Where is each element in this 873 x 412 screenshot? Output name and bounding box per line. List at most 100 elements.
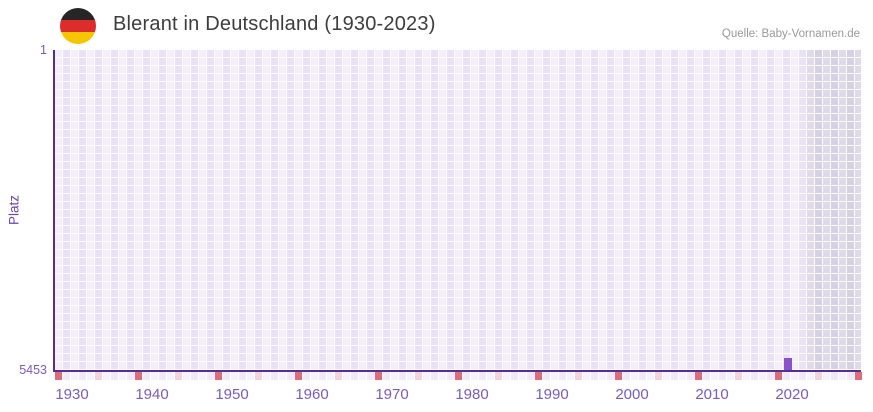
grid-column [487, 50, 494, 370]
grid-column [807, 50, 814, 370]
grid-column [143, 50, 150, 370]
grid-column [767, 50, 774, 370]
axis-cell [503, 372, 510, 380]
grid-column [183, 50, 190, 370]
axis-cell [847, 372, 854, 380]
grid-column [343, 50, 350, 370]
axis-cell [631, 372, 638, 380]
axis-cell [383, 372, 390, 380]
axis-cell [711, 372, 718, 380]
half-decade-mark [255, 372, 262, 380]
grid-column [783, 50, 790, 370]
grid-column [799, 50, 806, 370]
grid-column [591, 50, 598, 370]
grid-column [463, 50, 470, 370]
axis-cell [543, 372, 550, 380]
grid-column [847, 50, 854, 370]
x-axis-tick-labels: 1930 1940 1950 1960 1970 1980 1990 2000 2010 2020 [0, 386, 873, 404]
x-axis-mark-row [55, 372, 873, 380]
grid-column [151, 50, 158, 370]
grid-column [791, 50, 798, 370]
axis-cell [279, 372, 286, 380]
grid-column [727, 50, 734, 370]
axis-cell [703, 372, 710, 380]
grid-column [759, 50, 766, 370]
x-tick-label: 1950 [215, 386, 249, 403]
grid-column [159, 50, 166, 370]
grid-column [495, 50, 502, 370]
grid-column [455, 50, 462, 370]
axis-cell [111, 372, 118, 380]
axis-cell [431, 372, 438, 380]
grid-column [207, 50, 214, 370]
axis-cell [791, 372, 798, 380]
axis-cell [463, 372, 470, 380]
grid-column [423, 50, 430, 370]
axis-cell [591, 372, 598, 380]
axis-cell [327, 372, 334, 380]
grid-column [607, 50, 614, 370]
grid-column [751, 50, 758, 370]
half-decade-mark [575, 372, 582, 380]
rank-bar[interactable] [784, 358, 792, 370]
grid-column [711, 50, 718, 370]
grid-column [815, 50, 822, 370]
grid-column [223, 50, 230, 370]
axis-cell [607, 372, 614, 380]
grid-column [399, 50, 406, 370]
axis-cell [119, 372, 126, 380]
grid-column [359, 50, 366, 370]
grid-column [279, 50, 286, 370]
grid-column [167, 50, 174, 370]
grid-column [511, 50, 518, 370]
grid-column [351, 50, 358, 370]
axis-cell [207, 372, 214, 380]
half-decade-mark [815, 372, 822, 380]
grid-column [311, 50, 318, 370]
axis-cell [599, 372, 606, 380]
x-tick-label: 1990 [535, 386, 569, 403]
grid-column [247, 50, 254, 370]
grid-column [263, 50, 270, 370]
axis-cell [639, 372, 646, 380]
axis-cell [79, 372, 86, 380]
grid-column [583, 50, 590, 370]
axis-cell [303, 372, 310, 380]
grid-column [127, 50, 134, 370]
decade-mark [215, 372, 222, 380]
grid-column [743, 50, 750, 370]
grid-column [327, 50, 334, 370]
axis-cell [583, 372, 590, 380]
axis-cell [191, 372, 198, 380]
axis-cell [239, 372, 246, 380]
grid-column [639, 50, 646, 370]
grid-column [135, 50, 142, 370]
grid-column [335, 50, 342, 370]
grid-column [271, 50, 278, 370]
grid-column [175, 50, 182, 370]
axis-cell [351, 372, 358, 380]
grid-column [623, 50, 630, 370]
axis-cell [287, 372, 294, 380]
axis-cell [223, 372, 230, 380]
axis-cell [807, 372, 814, 380]
grid-column [551, 50, 558, 370]
axis-cell [63, 372, 70, 380]
axis-cell [519, 372, 526, 380]
chart-title: Blerant in Deutschland (1930-2023) [113, 13, 436, 35]
axis-cell [263, 372, 270, 380]
grid-column [479, 50, 486, 370]
axis-cell [839, 372, 846, 380]
grid-column [575, 50, 582, 370]
grid-column [695, 50, 702, 370]
axis-cell [103, 372, 110, 380]
axis-cell [487, 372, 494, 380]
half-decade-mark [415, 372, 422, 380]
grid-column [383, 50, 390, 370]
grid-column [447, 50, 454, 370]
axis-cell [319, 372, 326, 380]
german-flag-icon [60, 8, 96, 44]
axis-cell [527, 372, 534, 380]
x-tick-label: 1980 [455, 386, 489, 403]
grid-column [471, 50, 478, 370]
